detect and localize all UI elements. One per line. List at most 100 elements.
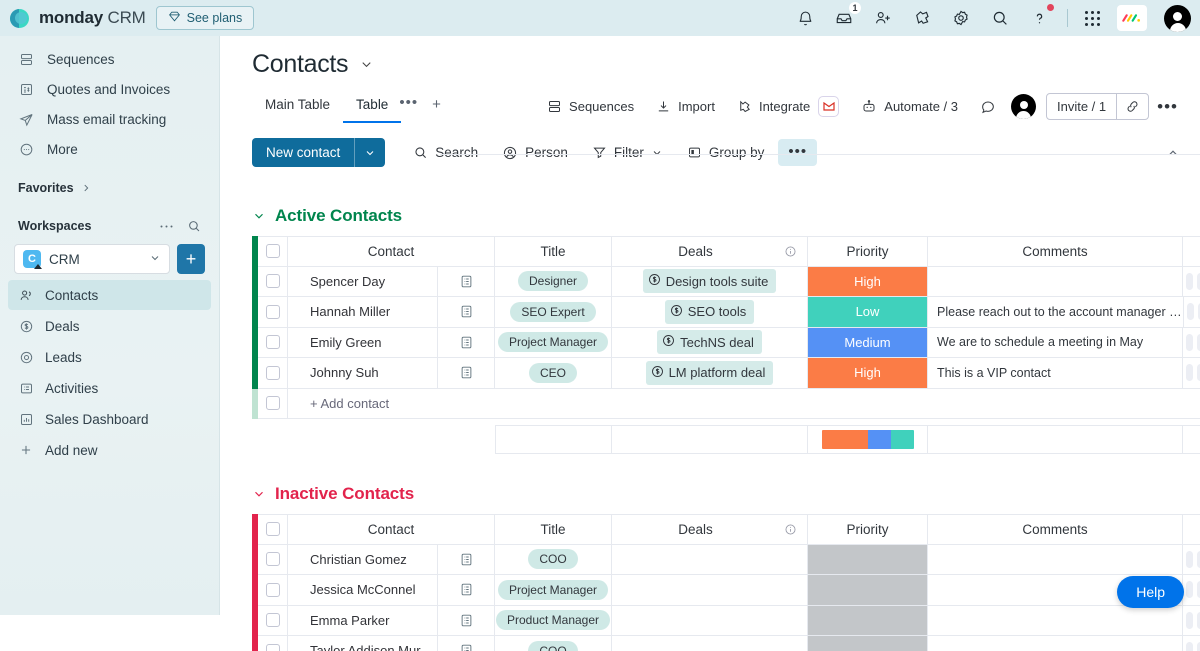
cell-contact-name[interactable]: Hannah Miller: [288, 297, 438, 328]
cell-contact-name[interactable]: Emma Parker: [288, 605, 438, 636]
deals-info-icon[interactable]: [784, 523, 797, 536]
column-header-comments[interactable]: Comments: [928, 236, 1183, 267]
cell-priority[interactable]: High: [808, 358, 928, 389]
cell-comments[interactable]: We are to schedule a meeting in May: [928, 327, 1183, 358]
cell-row-details-icon[interactable]: [438, 605, 495, 636]
row-checkbox[interactable]: [265, 613, 280, 628]
row-checkbox-cell[interactable]: [258, 605, 288, 636]
cell-title[interactable]: Project Manager: [495, 575, 612, 606]
table-row[interactable]: Spencer Day Designer: [252, 266, 1200, 297]
sidebar-item-activities[interactable]: Activities: [8, 373, 211, 403]
board-action-integrate[interactable]: Integrate: [726, 90, 850, 123]
board-table-scroll-area[interactable]: Active Contacts Contact Title Deals: [220, 201, 1200, 651]
column-header-priority[interactable]: Priority: [808, 236, 928, 267]
sidebar-item-quotes-and-invoices[interactable]: Quotes and Invoices: [8, 74, 211, 104]
cell-deal[interactable]: [612, 544, 808, 575]
row-checkbox-cell[interactable]: [258, 297, 288, 328]
cell-row-details-icon[interactable]: [438, 266, 495, 297]
filter-button[interactable]: Filter: [582, 139, 673, 166]
person-filter-button[interactable]: Person: [492, 139, 578, 167]
cell-deal[interactable]: TechNS deal: [612, 327, 808, 358]
row-checkbox-cell[interactable]: [258, 636, 288, 651]
cell-contact-name[interactable]: Johnny Suh: [288, 358, 438, 389]
toolbar-more-button[interactable]: •••: [778, 139, 818, 166]
row-checkbox[interactable]: [265, 335, 280, 350]
settings-gear-icon[interactable]: [950, 7, 972, 29]
cell-title[interactable]: Product Manager: [495, 605, 612, 636]
sidebar-item-sequences[interactable]: Sequences: [8, 44, 211, 74]
row-checkbox[interactable]: [265, 643, 280, 651]
row-checkbox-cell[interactable]: [258, 327, 288, 358]
group-collapse-chevron-icon[interactable]: [252, 487, 266, 501]
cell-row-details-icon[interactable]: [438, 544, 495, 575]
column-header-comments[interactable]: Comments: [928, 514, 1183, 545]
add-contact-row[interactable]: + Add contact: [252, 388, 1200, 419]
cell-priority[interactable]: [808, 636, 928, 651]
copy-link-icon[interactable]: [1116, 94, 1148, 119]
cell-priority[interactable]: Low: [808, 297, 928, 328]
group-by-button[interactable]: Group by: [677, 139, 775, 166]
cell-comments[interactable]: Please reach out to the account manager …: [928, 297, 1184, 328]
row-checkbox-cell[interactable]: [258, 575, 288, 606]
column-header-overflow[interactable]: [1183, 236, 1200, 267]
gmail-icon[interactable]: [818, 96, 840, 117]
apps-puzzle-icon[interactable]: [911, 7, 933, 29]
cell-row-details-icon[interactable]: [438, 327, 495, 358]
sidebar-item-deals[interactable]: Deals: [8, 311, 211, 341]
tab-options-icon[interactable]: •••: [399, 94, 419, 111]
cell-title[interactable]: Designer: [495, 266, 612, 297]
cell-comments[interactable]: [928, 266, 1183, 297]
row-checkbox-cell[interactable]: [258, 544, 288, 575]
new-contact-button[interactable]: New contact: [252, 138, 386, 167]
board-action-comments[interactable]: [969, 93, 1007, 121]
workspaces-search-icon[interactable]: [187, 219, 201, 233]
cell-comments[interactable]: [928, 544, 1183, 575]
row-checkbox[interactable]: [265, 552, 280, 567]
user-avatar[interactable]: [1164, 4, 1191, 32]
board-action-import[interactable]: Import: [645, 93, 726, 120]
board-member-avatar[interactable]: [1011, 94, 1036, 119]
cell-row-details-icon[interactable]: [438, 575, 495, 606]
board-action-automate[interactable]: Automate / 3: [850, 93, 969, 121]
search-icon[interactable]: [989, 7, 1011, 29]
tab-main-table[interactable]: Main Table: [265, 97, 331, 112]
search-button[interactable]: Search: [403, 139, 488, 166]
cell-priority[interactable]: [808, 544, 928, 575]
cell-row-details-icon[interactable]: [438, 297, 495, 328]
cell-priority[interactable]: Medium: [808, 327, 928, 358]
board-action-sequences[interactable]: Sequences: [536, 93, 645, 120]
invite-members-icon[interactable]: [872, 7, 894, 29]
add-view-icon[interactable]: +: [432, 96, 441, 113]
column-header-overflow[interactable]: [1183, 514, 1200, 545]
table-row[interactable]: Taylor Addison Mur... COO: [252, 636, 1200, 651]
inbox-icon[interactable]: 1: [833, 2, 861, 29]
deals-info-icon[interactable]: [784, 245, 797, 258]
row-checkbox[interactable]: [265, 365, 280, 380]
table-row[interactable]: Johnny Suh CEO: [252, 358, 1200, 389]
column-header-contact[interactable]: Contact: [288, 236, 495, 267]
table-row[interactable]: Christian Gomez COO: [252, 544, 1200, 575]
sidebar-item-more[interactable]: More: [8, 134, 211, 164]
cell-contact-name[interactable]: Jessica McConnel: [288, 575, 438, 606]
see-plans-button[interactable]: See plans: [155, 6, 255, 30]
add-row-checkbox-cell[interactable]: [258, 388, 288, 419]
cell-comments[interactable]: This is a VIP contact: [928, 358, 1183, 389]
cell-contact-name[interactable]: Taylor Addison Mur...: [288, 636, 438, 651]
invite-button[interactable]: Invite / 1: [1057, 99, 1107, 114]
table-row[interactable]: Emma Parker Product Manager: [252, 605, 1200, 636]
new-contact-chevron-down-icon[interactable]: [354, 138, 385, 167]
cell-comments[interactable]: [928, 605, 1183, 636]
sidebar-item-contacts[interactable]: Contacts: [8, 280, 211, 310]
add-row-checkbox[interactable]: [265, 396, 280, 411]
apps-grid-icon[interactable]: [1085, 10, 1100, 26]
sidebar-add-new[interactable]: Add new: [8, 435, 211, 465]
select-all-checkbox[interactable]: [265, 244, 280, 259]
help-button[interactable]: Help: [1117, 576, 1184, 608]
table-row[interactable]: Hannah Miller SEO Expert: [252, 297, 1200, 328]
column-header-title[interactable]: Title: [495, 236, 612, 267]
cell-priority[interactable]: [808, 575, 928, 606]
cell-title[interactable]: CEO: [495, 358, 612, 389]
row-checkbox[interactable]: [265, 304, 280, 319]
cell-deal[interactable]: LM platform deal: [612, 358, 808, 389]
column-header-deals[interactable]: Deals: [612, 514, 808, 545]
